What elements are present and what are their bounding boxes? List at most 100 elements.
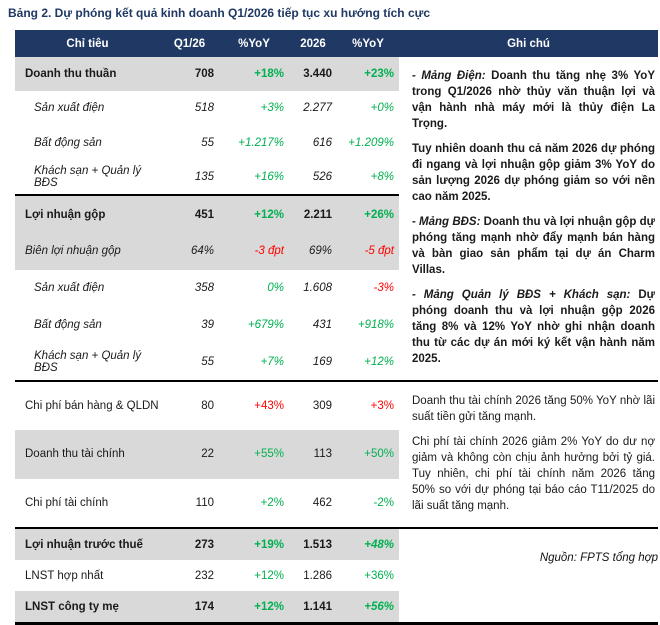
cell-fy26-value: 1.513 (289, 527, 337, 560)
cell-q1-yoy: +7% (260, 355, 284, 368)
column-header-chi-tieu: Chỉ tiêu (15, 30, 160, 57)
cell-label: LNST công ty mẹ (15, 591, 160, 625)
cell-label: Doanh thu thuần (15, 57, 160, 92)
note-text: Chi phí tài chính 2026 giảm 2% YoY do dư… (412, 436, 655, 512)
cell-label: Sản xuất điện (34, 102, 105, 115)
note-lead: - Mảng Điện: (412, 70, 486, 82)
cell-label: LNST hợp nhất (25, 569, 104, 582)
note-text: Tuy nhiên doanh thu cả năm 2026 dự phóng… (412, 143, 655, 203)
cell-q1-value: 22 (160, 430, 219, 479)
notes-cell (399, 527, 658, 625)
cell-q1-yoy: -3 đpt (219, 233, 289, 270)
table-header-row: Chỉ tiêu Q1/26 %YoY 2026 %YoY Ghi chú (15, 30, 658, 57)
cell-fy26-value: 309 (289, 379, 337, 431)
cell-label: Bất động sản (34, 318, 102, 331)
column-header-2026: 2026 (289, 30, 337, 57)
cell-fy26-value: 3.440 (289, 57, 337, 92)
cell-q1-yoy: +12% (219, 591, 289, 625)
note-paragraph: - Mảng Quản lý BĐS + Khách sạn: Dự phóng… (412, 287, 655, 367)
cell-fy26-yoy: -5 đpt (337, 233, 399, 270)
cell-q1-value: 39 (201, 318, 214, 331)
cell-q1-value: 55 (201, 136, 214, 149)
cell-q1-value: 80 (160, 379, 219, 431)
note-lead: - Mảng BĐS: (412, 216, 481, 228)
cell-q1-value: 358 (194, 282, 214, 294)
cell-q1-value: 232 (194, 569, 214, 582)
cell-q1-yoy: +12% (219, 194, 289, 233)
note-paragraph: - Mảng Điện: Doanh thu tăng nhẹ 3% YoY t… (412, 68, 655, 132)
cell-fy26-value: 113 (289, 430, 337, 479)
cell-fy26-yoy: -3% (373, 282, 394, 294)
table-row: Lợi nhuận gộp 451 +12% 2.211 +26% (15, 194, 658, 233)
page-title: Bảng 2. Dự phóng kết quả kinh doanh Q1/2… (8, 6, 430, 20)
cell-fy26-value: 2.277 (303, 102, 332, 115)
cell-q1-yoy: +3% (260, 102, 284, 115)
cell-fy26-value: 1.608 (303, 282, 332, 294)
cell-fy26-value: 1.141 (289, 591, 337, 625)
cell-fy26-yoy: +0% (370, 102, 394, 115)
note-lead: - Mảng Quản lý BĐS + Khách sạn: (412, 289, 631, 301)
column-header-ghi-chu: Ghi chú (399, 30, 658, 57)
cell-fy26-value: 69% (289, 233, 337, 270)
note-text: Doanh thu tài chính 2026 tăng 50% YoY nh… (412, 395, 655, 423)
cell-fy26-value: 526 (312, 170, 332, 183)
cell-q1-value: 451 (160, 194, 219, 233)
cell-q1-value: 110 (195, 496, 214, 509)
table-row: Sản xuất điện 358 0% 1.608 -3% (15, 270, 658, 307)
cell-q1-yoy: 0% (267, 282, 284, 294)
cell-q1-yoy: +1.217% (238, 136, 284, 149)
cell-label: Lợi nhuận gộp (15, 194, 160, 233)
cell-fy26-yoy: +48% (337, 527, 399, 560)
cell-fy26-yoy: +50% (337, 430, 399, 479)
cell-fy26-value: 616 (312, 136, 332, 149)
cell-fy26-yoy: +23% (337, 57, 399, 92)
table-row: Khách sạn + Quản lý BĐS 135 +16% 526 +8% (15, 160, 658, 195)
table-row: Bất động sản 39 +679% 431 +918% (15, 306, 658, 343)
table-row: Chi phí tài chính 110 +2% 462 -2% (15, 479, 658, 528)
cell-label: Khách sạn + Quản lý BĐS (34, 349, 142, 374)
table-row: Doanh thu thuần 708 +18% 3.440 +23% - Mảng Đi… (15, 57, 658, 381)
cell-q1-value: 518 (194, 102, 214, 115)
cell-fy26-yoy: +12% (364, 355, 394, 368)
cell-fy26-yoy: +3% (337, 379, 399, 431)
cell-fy26-yoy: +8% (370, 170, 394, 183)
cell-q1-value: 174 (160, 591, 219, 625)
cell-fy26-value: 1.286 (303, 569, 332, 582)
table-header: Chỉ tiêu Q1/26 %YoY 2026 %YoY Ghi chú (15, 30, 658, 57)
notes-cell: - Mảng Điện: Doanh thu tăng nhẹ 3% YoY t… (399, 57, 658, 381)
cell-fy26-yoy: +36% (364, 569, 394, 582)
cell-fy26-yoy: +56% (337, 591, 399, 625)
cell-fy26-yoy: +918% (357, 318, 394, 331)
cell-q1-value: 273 (160, 527, 219, 560)
column-header-yoy-fy: %YoY (337, 30, 399, 57)
table-row: Khách sạn + Quản lý BĐS 55 +7% 169 +12% (15, 343, 658, 381)
cell-fy26-yoy: -2% (373, 496, 394, 509)
forecast-table: Chỉ tiêu Q1/26 %YoY 2026 %YoY Ghi chú Do… (15, 30, 658, 625)
cell-q1-yoy: +19% (219, 527, 289, 560)
cell-label: Sản xuất điện (34, 282, 105, 294)
table-row: Chi phí bán hàng & QLDN 80 +43% 309 +3% Doanh… (15, 379, 658, 528)
cell-q1-yoy: +679% (247, 318, 284, 331)
cell-q1-yoy: +2% (260, 496, 284, 509)
notes-cell: Doanh thu tài chính 2026 tăng 50% YoY nh… (399, 380, 658, 528)
column-header-q1-26: Q1/26 (160, 30, 219, 57)
cell-q1-yoy: +18% (219, 57, 289, 92)
note-text: Doanh thu và lợi nhuận gộp dự phóng tăng… (412, 216, 655, 276)
cell-label: Chi phí bán hàng & QLDN (15, 379, 160, 431)
cell-fy26-value: 169 (312, 355, 332, 368)
note-paragraph: Doanh thu tài chính 2026 tăng 50% YoY nh… (412, 393, 655, 425)
forecast-table-container: Chỉ tiêu Q1/26 %YoY 2026 %YoY Ghi chú Do… (15, 30, 658, 625)
cell-label: Doanh thu tài chính (15, 430, 160, 479)
cell-q1-yoy: +12% (254, 569, 284, 582)
cell-fy26-value: 2.211 (289, 194, 337, 233)
column-header-yoy-q1: %YoY (219, 30, 289, 57)
cell-fy26-value: 462 (312, 496, 332, 509)
cell-label: Biên lợi nhuận gộp (15, 233, 160, 270)
cell-q1-value: 708 (160, 57, 219, 92)
cell-q1-yoy: +55% (219, 430, 289, 479)
cell-label: Chi phí tài chính (25, 496, 109, 509)
cell-q1-value: 135 (194, 170, 214, 183)
note-text: Doanh thu tăng nhẹ 3% YoY trong Q1/2026 … (412, 70, 655, 130)
cell-fy26-yoy: +1.209% (348, 136, 394, 149)
cell-q1-yoy: +16% (254, 170, 284, 183)
